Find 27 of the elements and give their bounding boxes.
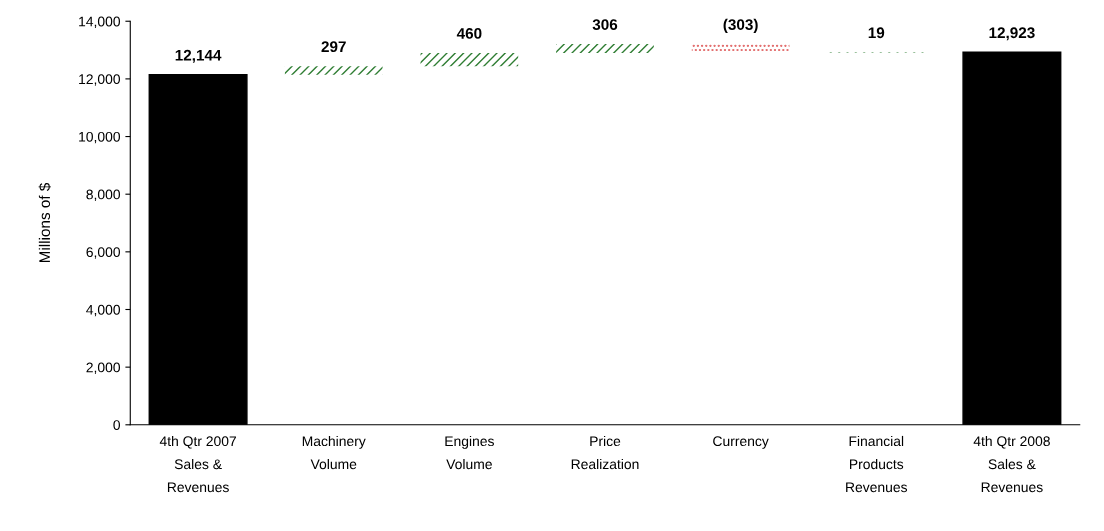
x-tick-label: Price Realization xyxy=(571,435,639,470)
y-tick-label: 14,000 xyxy=(79,16,121,29)
y-tick-label: 2,000 xyxy=(86,362,121,374)
data-label: 12,923 xyxy=(989,27,1035,41)
bar xyxy=(691,44,790,53)
x-tick-label: 4th Qtr 2007 Sales & Revenues xyxy=(159,435,236,493)
x-tick-label: Engines Volume xyxy=(445,435,494,470)
data-label: 19 xyxy=(868,27,885,39)
y-axis-title: Millions of $ xyxy=(38,182,51,263)
y-tick-label: 0 xyxy=(113,420,121,430)
data-label: 306 xyxy=(592,19,618,30)
data-label: 12,144 xyxy=(175,49,222,63)
y-tick-label: 6,000 xyxy=(86,247,121,259)
bar xyxy=(556,44,654,53)
y-tick-label: 10,000 xyxy=(79,131,121,144)
y-tick-label: 4,000 xyxy=(86,304,121,317)
data-label: 460 xyxy=(456,27,482,39)
data-label: (303) xyxy=(723,18,758,33)
y-tick-label: 8,000 xyxy=(86,189,121,201)
x-tick-label: Currency xyxy=(713,436,769,449)
bar xyxy=(284,66,383,75)
y-tick-label: 12,000 xyxy=(79,74,121,86)
data-label: 297 xyxy=(321,41,346,53)
bar xyxy=(420,52,519,67)
x-tick-label: Machinery Volume xyxy=(302,435,366,470)
x-tick-label: 4th Qtr 2008 Sales & Revenues xyxy=(973,435,1050,493)
x-tick-label: Financial Products Revenues xyxy=(846,435,908,493)
